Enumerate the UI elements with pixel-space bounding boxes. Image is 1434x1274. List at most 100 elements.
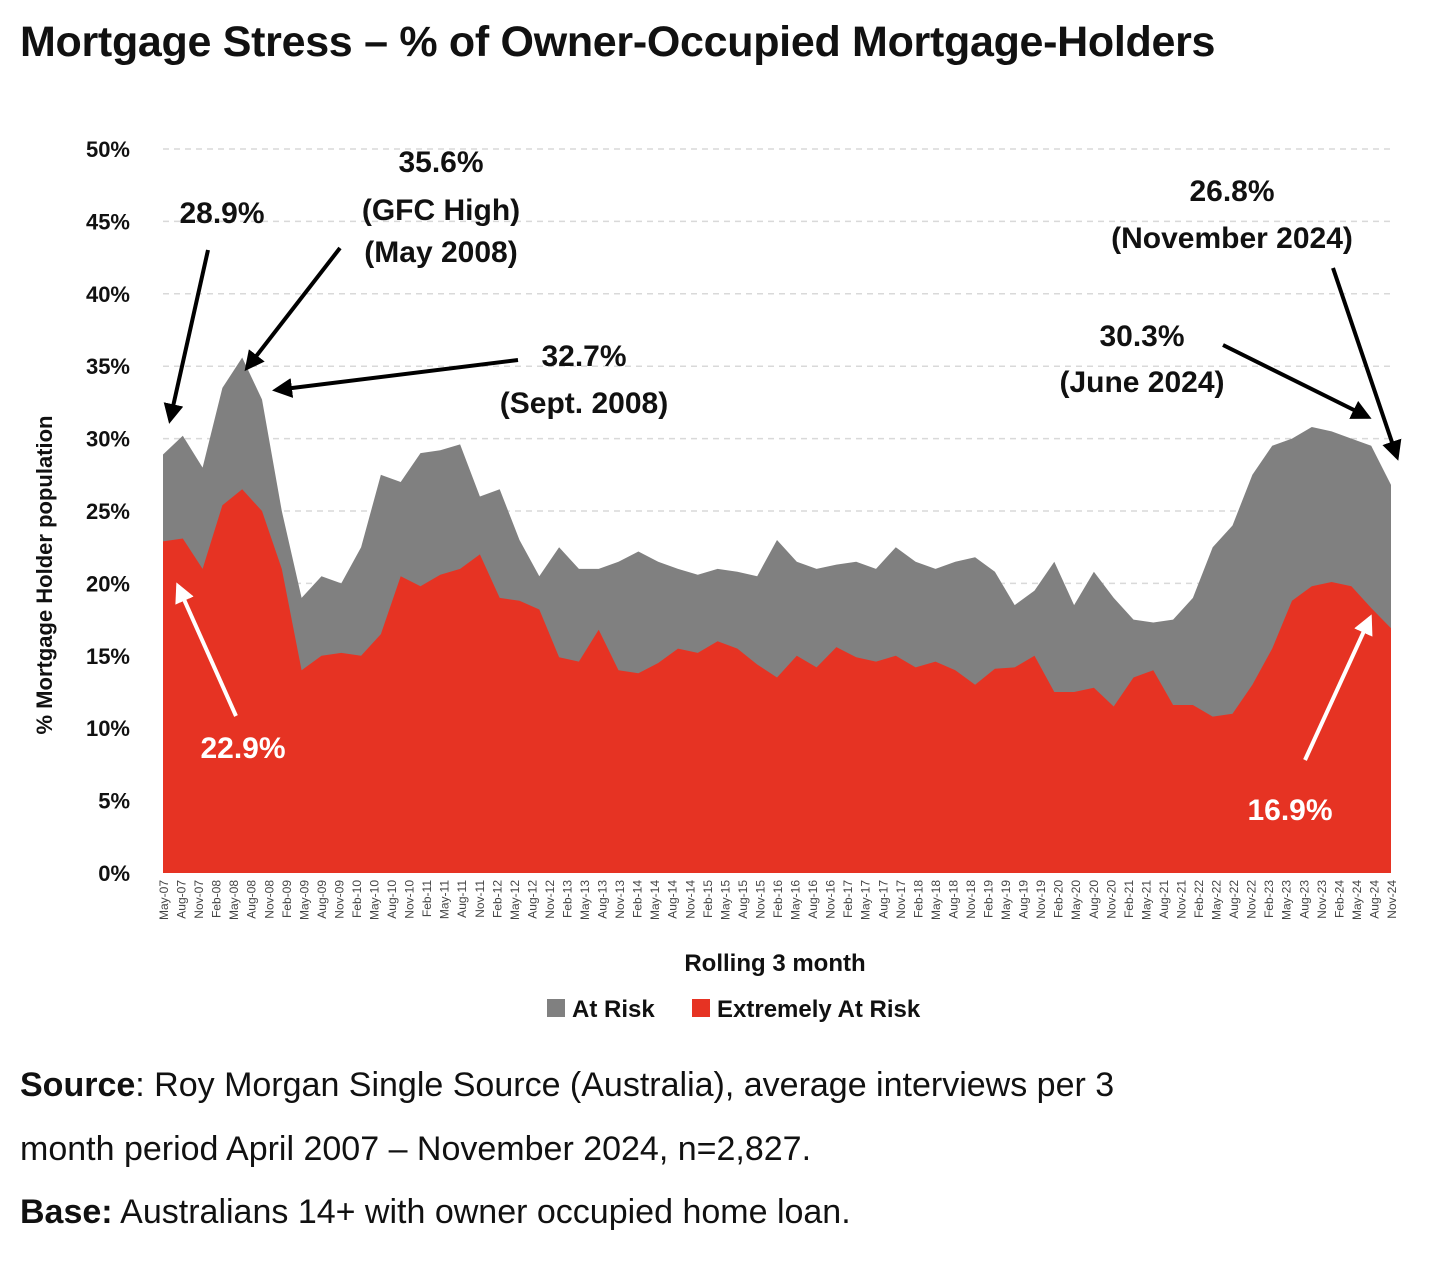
annotation-label: (June 2024) <box>1059 366 1224 399</box>
x-tick-label: Nov-08 <box>262 880 276 919</box>
x-tick-label: Feb-12 <box>490 880 504 918</box>
x-tick-label: May-23 <box>1280 880 1294 920</box>
x-tick-label: May-08 <box>227 880 241 920</box>
x-tick-label: Feb-23 <box>1262 880 1276 918</box>
x-tick-label: Feb-24 <box>1332 880 1346 918</box>
x-axis-ticks: May-07 Aug-07 Nov-07 Feb-08 May-08 Aug-08 Nov-… <box>157 880 1399 920</box>
x-tick-label: Nov-07 <box>192 880 206 919</box>
x-tick-label: Feb-16 <box>771 880 785 918</box>
x-tick-label: May-10 <box>368 880 382 920</box>
annotation-label: 16.9% <box>1247 794 1332 827</box>
x-tick-label: Aug-13 <box>596 880 610 919</box>
x-tick-label: Nov-11 <box>473 880 487 918</box>
x-tick-label: Feb-18 <box>911 880 925 918</box>
base-text: Australians 14+ with owner occupied home… <box>112 1193 851 1231</box>
x-tick-label: Aug-20 <box>1087 880 1101 919</box>
x-tick-label: Feb-10 <box>350 880 364 918</box>
x-tick-label: May-11 <box>438 880 452 919</box>
x-tick-label: Nov-20 <box>1104 880 1118 919</box>
annotation-arrow <box>1303 614 1373 761</box>
x-tick-label: May-20 <box>1069 880 1083 920</box>
x-tick-label: May-16 <box>789 880 803 920</box>
x-tick-label: Feb-17 <box>841 880 855 918</box>
x-tick-label: Nov-15 <box>754 880 768 919</box>
source-text-2: month period April 2007 – November 2024,… <box>20 1130 812 1168</box>
x-tick-label: Aug-12 <box>525 880 539 919</box>
x-tick-label: May-09 <box>297 880 311 920</box>
x-tick-label: May-07 <box>157 880 171 920</box>
x-tick-label: Feb-15 <box>701 880 715 918</box>
x-tick-label: May-12 <box>508 880 522 920</box>
annotation-label: 32.7% <box>541 340 626 373</box>
y-tick-label: 40% <box>86 282 130 307</box>
x-tick-label: Aug-17 <box>876 880 890 919</box>
chart-title: Mortgage Stress – % of Owner-Occupied Mo… <box>20 18 1216 66</box>
x-tick-label: Feb-13 <box>561 880 575 918</box>
x-tick-label: May-19 <box>999 880 1013 920</box>
x-tick-label: Feb-09 <box>280 880 294 918</box>
annotation-label: (Sept. 2008) <box>500 387 668 420</box>
x-tick-label: Nov-13 <box>613 880 627 919</box>
x-tick-label: Nov-16 <box>824 880 838 919</box>
x-tick-label: Nov-22 <box>1245 880 1259 919</box>
x-tick-label: Aug-15 <box>736 880 750 919</box>
source-caption: Source: Roy Morgan Single Source (Austra… <box>20 1066 1114 1105</box>
legend-swatch-at-risk <box>547 999 565 1017</box>
x-tick-label: Aug-07 <box>175 880 189 919</box>
x-tick-label: Nov-24 <box>1385 880 1399 919</box>
y-tick-label: 25% <box>86 499 130 524</box>
extremely-at-risk-area <box>163 489 1391 873</box>
x-tick-label: Nov-14 <box>683 880 697 919</box>
x-tick-label: Nov-21 <box>1175 880 1189 919</box>
x-tick-label: May-22 <box>1210 880 1224 920</box>
y-tick-label: 35% <box>86 354 130 379</box>
x-tick-label: Aug-14 <box>666 880 680 919</box>
x-tick-label: Aug-08 <box>245 880 259 919</box>
x-axis-label: Rolling 3 month <box>684 950 865 977</box>
x-tick-label: May-24 <box>1350 880 1364 920</box>
base-label: Base: <box>20 1193 113 1231</box>
annotation-label: (November 2024) <box>1111 222 1353 255</box>
x-tick-label: Aug-19 <box>1017 880 1031 919</box>
x-tick-label: Nov-09 <box>332 880 346 919</box>
x-tick-label: May-15 <box>718 880 732 920</box>
legend-swatch-extremely-at-risk <box>692 999 710 1017</box>
x-tick-label: Aug-16 <box>806 880 820 919</box>
x-tick-label: Feb-21 <box>1122 880 1136 918</box>
y-tick-label: 20% <box>86 571 130 596</box>
annotation-label: (May 2008) <box>364 236 517 269</box>
x-tick-label: Aug-18 <box>946 880 960 919</box>
x-tick-label: Nov-19 <box>1034 880 1048 919</box>
x-tick-label: Aug-10 <box>385 880 399 919</box>
x-tick-label: Aug-22 <box>1227 880 1241 919</box>
x-tick-label: May-17 <box>859 880 873 920</box>
y-axis-label: % Mortgage Holder population <box>32 416 57 735</box>
annotation-label: 28.9% <box>179 197 264 230</box>
annotations: 28.9% 35.6% (GFC High) (May 2008) 32.7% (Sept… <box>163 146 1402 827</box>
x-tick-label: May-14 <box>648 880 662 920</box>
base-caption: Base: Australians 14+ with owner occupie… <box>20 1193 851 1232</box>
x-tick-label: Feb-08 <box>210 880 224 918</box>
x-tick-label: Feb-20 <box>1052 880 1066 918</box>
legend: At Risk Extremely At Risk <box>547 996 921 1023</box>
area-series <box>163 357 1391 873</box>
x-tick-label: Nov-18 <box>964 880 978 919</box>
legend-label-extremely-at-risk: Extremely At Risk <box>717 996 921 1023</box>
annotation-label: 26.8% <box>1189 175 1274 208</box>
y-tick-label: 0% <box>98 861 130 886</box>
source-text-1: : Roy Morgan Single Source (Australia), … <box>135 1066 1115 1104</box>
y-tick-label: 45% <box>86 209 130 234</box>
annotation-arrow <box>163 249 210 424</box>
x-tick-label: Aug-24 <box>1368 880 1382 919</box>
x-tick-label: Feb-22 <box>1192 880 1206 918</box>
x-tick-label: May-21 <box>1139 880 1153 920</box>
x-tick-label: Nov-10 <box>403 880 417 919</box>
x-tick-label: May-13 <box>578 880 592 920</box>
annotation-label: 35.6% <box>398 146 483 179</box>
y-tick-label: 15% <box>86 644 130 669</box>
legend-label-at-risk: At Risk <box>572 996 655 1023</box>
annotation-arrow <box>1331 267 1402 461</box>
annotation-arrow <box>272 358 519 398</box>
x-tick-label: Feb-11 <box>420 880 434 917</box>
annotation-arrow <box>1222 343 1372 419</box>
